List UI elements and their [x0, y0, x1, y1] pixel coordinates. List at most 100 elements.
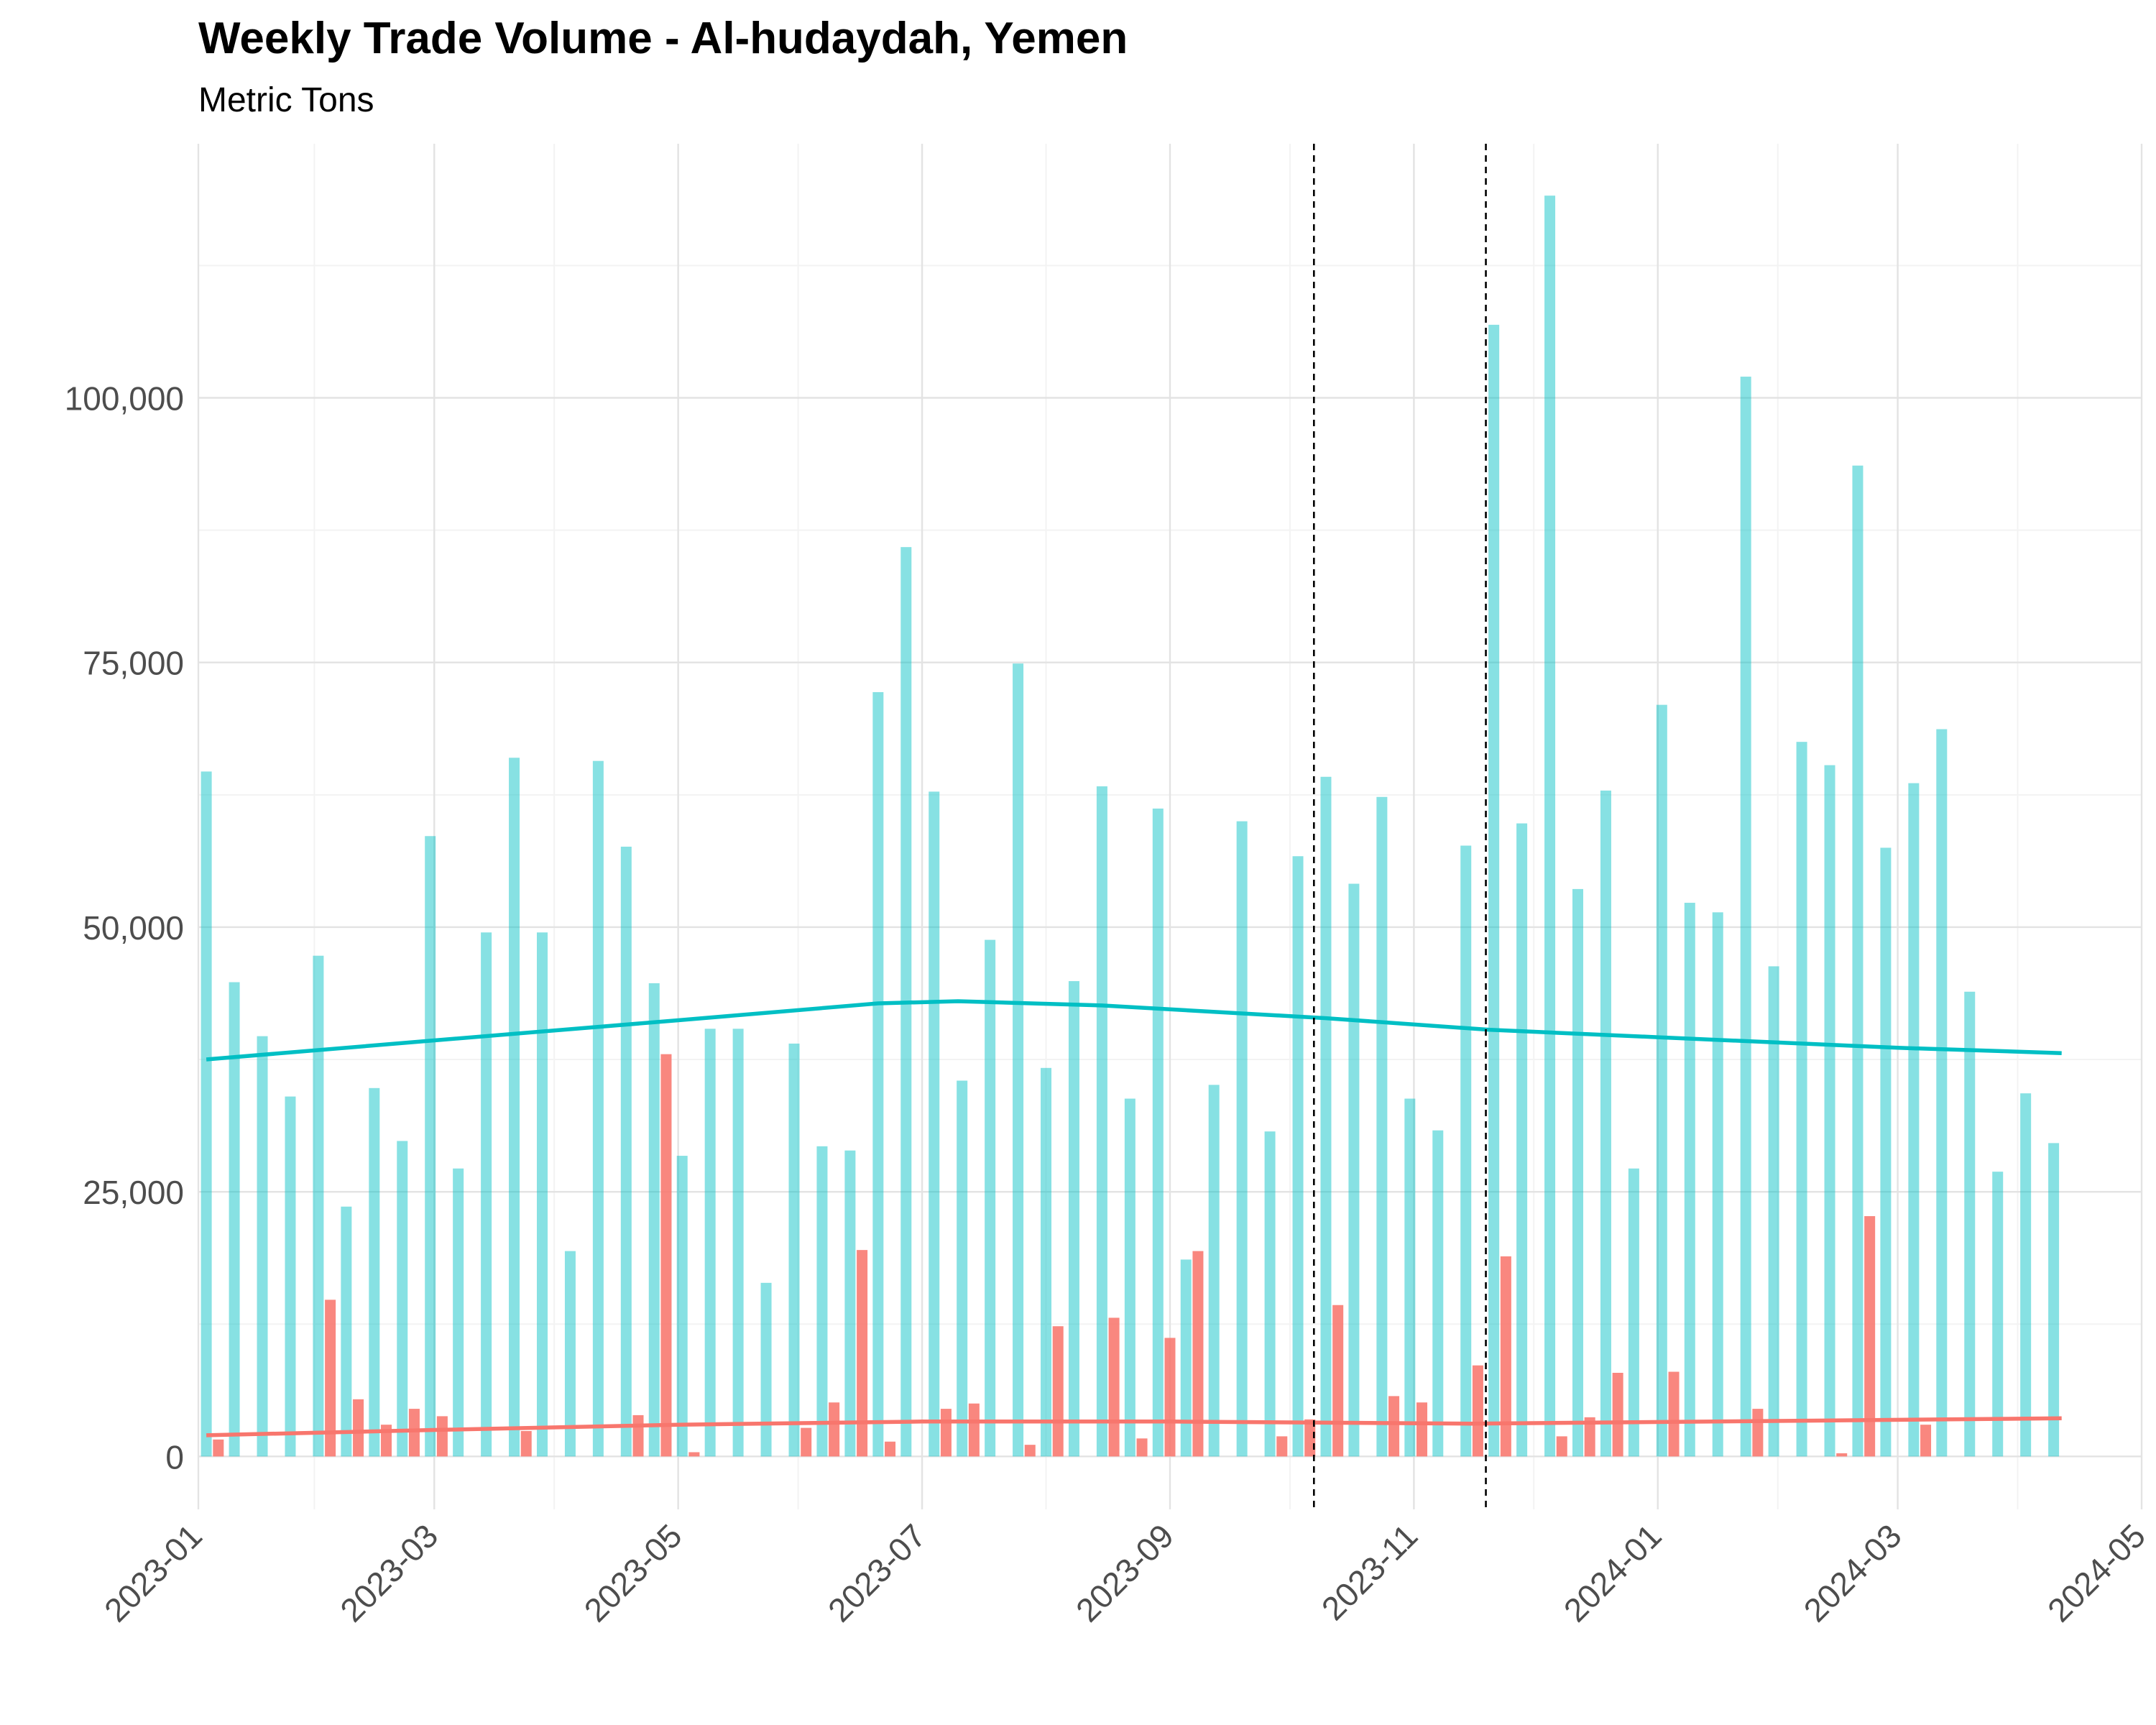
bar-red: [1276, 1436, 1288, 1457]
bar-red: [1752, 1409, 1764, 1457]
bar-red: [408, 1409, 420, 1457]
bar-cyan: [844, 1150, 856, 1457]
bar-cyan: [985, 939, 996, 1457]
bar-red: [1388, 1396, 1400, 1457]
bar-cyan: [1096, 786, 1107, 1457]
x-tick-label: 2024-03: [1797, 1517, 1909, 1629]
bar-cyan: [1432, 1130, 1444, 1457]
bar-red: [213, 1439, 224, 1457]
bar-cyan: [816, 1146, 828, 1457]
bar-red: [1584, 1417, 1595, 1457]
bar-red: [1304, 1419, 1316, 1457]
bar-cyan: [1152, 808, 1164, 1457]
bar-cyan: [425, 836, 436, 1457]
bar-red: [1024, 1445, 1036, 1457]
bar-cyan: [1236, 821, 1248, 1457]
bar-cyan: [592, 760, 604, 1457]
x-tick-label: 2024-01: [1557, 1517, 1669, 1629]
bar-red: [325, 1300, 336, 1457]
bar-cyan: [788, 1043, 800, 1457]
y-tick-label: 50,000: [83, 909, 184, 947]
bar-cyan: [2048, 1143, 2060, 1457]
bar-cyan: [1292, 856, 1304, 1457]
bar-cyan: [229, 982, 240, 1457]
bar-red: [1556, 1436, 1567, 1457]
bar-red: [1612, 1373, 1623, 1457]
bar-cyan: [1796, 742, 1807, 1457]
bar-red: [688, 1452, 700, 1457]
bar-cyan: [397, 1141, 408, 1457]
bar-red: [1332, 1305, 1344, 1457]
bar-cyan: [285, 1096, 296, 1457]
bar-cyan: [1880, 847, 1892, 1457]
bar-red: [1416, 1402, 1428, 1457]
bar-red: [829, 1402, 840, 1457]
bar-cyan: [760, 1282, 772, 1457]
bar-cyan: [536, 932, 548, 1457]
bar-cyan: [1768, 966, 1779, 1457]
bar-cyan: [1488, 324, 1500, 1457]
trend-line-cyan: [206, 999, 2062, 1062]
y-tick-label: 25,000: [83, 1174, 184, 1211]
bar-cyan: [929, 791, 940, 1457]
bar-red: [660, 1054, 672, 1457]
bar-cyan: [872, 691, 884, 1457]
bar-cyan: [1348, 883, 1360, 1457]
bar-red: [1108, 1317, 1120, 1457]
bar-red: [968, 1403, 980, 1457]
bar-cyan: [620, 846, 632, 1457]
x-tick-label: 2023-09: [1069, 1517, 1181, 1629]
bar-cyan: [1208, 1085, 1220, 1457]
bar-cyan: [676, 1156, 688, 1457]
bar-cyan: [1376, 796, 1388, 1457]
bar-red: [1164, 1338, 1176, 1457]
x-tick-label: 2023-03: [333, 1517, 445, 1629]
bar-cyan: [1516, 823, 1528, 1457]
bar-cyan: [369, 1087, 380, 1457]
bar-red: [1668, 1371, 1680, 1457]
x-tick-label: 2023-11: [1314, 1517, 1425, 1627]
bar-cyan: [1264, 1131, 1276, 1457]
bar-cyan: [1124, 1098, 1135, 1457]
y-tick-label: 75,000: [83, 645, 184, 682]
bar-red: [520, 1431, 532, 1457]
bar-cyan: [257, 1036, 268, 1457]
bar-cyan: [1740, 377, 1751, 1457]
bar-red: [857, 1250, 868, 1457]
bar-red: [632, 1414, 644, 1457]
bar-cyan: [1908, 783, 1920, 1457]
bar-cyan: [1628, 1168, 1639, 1457]
x-tick-label: 2023-01: [97, 1517, 209, 1629]
bar-red: [1920, 1425, 1932, 1457]
bar-cyan: [648, 983, 660, 1457]
bar-red: [801, 1427, 812, 1457]
bar-cyan: [1964, 991, 1976, 1457]
bar-cyan: [1572, 888, 1584, 1457]
y-tick-label: 0: [165, 1438, 184, 1476]
bar-cyan: [957, 1080, 968, 1457]
trend-line-red: [206, 1416, 2062, 1438]
bar-cyan: [564, 1251, 576, 1457]
x-tick-label: 2024-05: [2040, 1517, 2152, 1629]
bar-red: [353, 1399, 364, 1457]
bar-cyan: [453, 1168, 464, 1457]
bar-cyan: [732, 1029, 744, 1457]
bar-cyan: [704, 1029, 716, 1457]
bar-red: [885, 1441, 896, 1457]
bar-cyan: [1320, 776, 1332, 1457]
bar-cyan: [341, 1206, 352, 1457]
bar-cyan: [1013, 663, 1024, 1457]
bar-red: [1136, 1438, 1148, 1457]
bar-cyan: [1992, 1172, 2004, 1457]
bar-cyan: [1068, 981, 1079, 1457]
bar-cyan: [1936, 729, 1948, 1457]
bar-red: [436, 1416, 448, 1457]
x-tick-label: 2023-05: [577, 1517, 689, 1629]
y-tick-label: 100,000: [65, 380, 184, 417]
bar-red: [1836, 1453, 1848, 1457]
bar-cyan: [1656, 704, 1667, 1457]
bar-red: [1864, 1216, 1876, 1457]
bar-cyan: [1852, 465, 1864, 1457]
chart-title: Weekly Trade Volume - Al-hudaydah, Yemen: [198, 14, 1128, 63]
